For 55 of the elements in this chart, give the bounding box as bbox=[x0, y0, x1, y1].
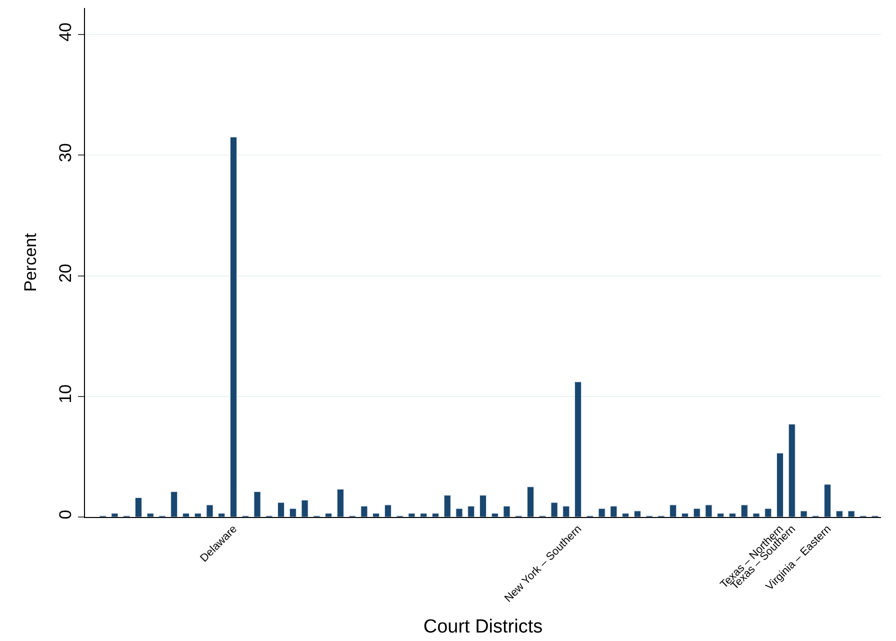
y-tick-label: 40 bbox=[56, 22, 76, 42]
y-axis-title: Percent bbox=[20, 232, 40, 292]
bar bbox=[598, 508, 606, 517]
bar bbox=[717, 513, 724, 517]
bar bbox=[728, 513, 736, 517]
bar bbox=[372, 513, 380, 517]
bar bbox=[456, 508, 463, 517]
bar bbox=[111, 513, 118, 517]
bar bbox=[194, 513, 202, 517]
bar bbox=[479, 495, 487, 517]
bar bbox=[408, 513, 416, 517]
bar bbox=[491, 513, 498, 517]
bar bbox=[384, 504, 392, 517]
bar bbox=[776, 452, 784, 517]
bar bbox=[325, 513, 332, 517]
bar bbox=[634, 510, 641, 517]
bar bbox=[336, 489, 344, 517]
bar bbox=[218, 513, 226, 517]
bar bbox=[182, 513, 190, 517]
bar bbox=[432, 513, 439, 517]
bar bbox=[420, 513, 428, 517]
bar bbox=[468, 506, 475, 517]
bar bbox=[788, 424, 796, 517]
bar bbox=[503, 506, 510, 517]
bar bbox=[622, 513, 630, 517]
bar bbox=[254, 491, 261, 517]
bar bbox=[824, 484, 832, 517]
bar bbox=[610, 506, 618, 517]
bar bbox=[705, 504, 712, 517]
bar bbox=[444, 495, 451, 517]
bar bbox=[301, 500, 308, 517]
bar bbox=[134, 497, 142, 517]
bar bbox=[562, 506, 570, 517]
bar bbox=[527, 486, 534, 517]
bar bbox=[146, 513, 154, 517]
bar bbox=[278, 502, 285, 517]
bar bbox=[800, 510, 808, 517]
bar bbox=[206, 504, 214, 517]
bar bbox=[693, 508, 700, 517]
bar bbox=[550, 502, 558, 517]
bar bbox=[289, 508, 296, 517]
bar bbox=[681, 513, 688, 517]
bar bbox=[752, 513, 760, 517]
x-axis-title: Court Districts bbox=[423, 616, 543, 638]
bar bbox=[670, 504, 677, 517]
bar bbox=[360, 506, 368, 517]
y-tick-label: 20 bbox=[56, 264, 76, 283]
y-tick-label: 10 bbox=[56, 384, 76, 404]
bar bbox=[740, 504, 748, 517]
bar bbox=[836, 510, 843, 517]
bar bbox=[848, 510, 855, 517]
bar bbox=[170, 491, 178, 517]
bar bbox=[764, 508, 772, 517]
y-tick-label: 30 bbox=[56, 143, 76, 162]
y-tick-label: 0 bbox=[56, 510, 76, 520]
